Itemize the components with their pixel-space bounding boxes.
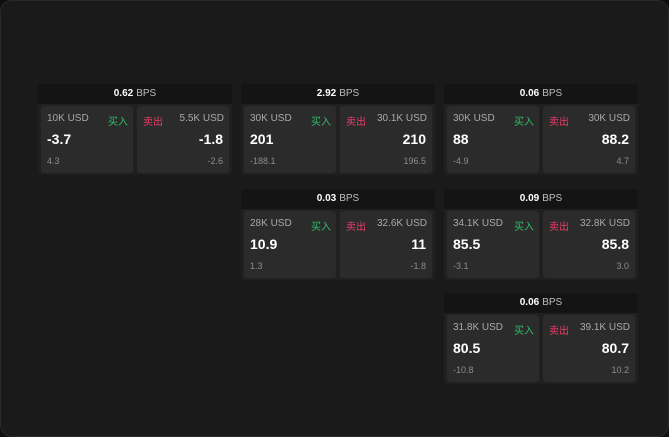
bid-size: 31.8K USD <box>453 322 504 333</box>
spread-unit: BPS <box>339 88 360 99</box>
spread-header: 0.62 BPS <box>38 84 232 104</box>
spread-unit: BPS <box>542 88 563 99</box>
bid-change: 4.3 <box>47 156 60 166</box>
spread-header: 0.09 BPS <box>444 189 638 209</box>
sell-label: 卖出 <box>346 117 366 128</box>
quote-card: 0.09 BPS 34.1K USD 买入 85.5 -3.1 卖出 32.8K US… <box>444 189 638 280</box>
spread-header: 0.06 BPS <box>444 293 638 313</box>
bid-price: 85.5 <box>453 236 481 252</box>
spread-unit: BPS <box>542 193 563 204</box>
ask-change: -2.6 <box>207 156 223 166</box>
buy-button[interactable]: 31.8K USD 买入 80.5 -10.8 <box>447 315 539 382</box>
spread-value: 2.92 <box>316 88 337 99</box>
sell-label: 卖出 <box>143 117 163 128</box>
sell-label: 卖出 <box>346 222 366 233</box>
ask-price: 11 <box>411 236 426 252</box>
buy-button[interactable]: 30K USD 买入 88 -4.9 <box>447 106 539 173</box>
ask-change: 196.5 <box>403 156 426 166</box>
bid-price: -3.7 <box>47 131 72 147</box>
quote-card: 0.06 BPS 30K USD 买入 88 -4.9 卖出 30K USD 88.2… <box>444 84 638 175</box>
buy-label: 买入 <box>311 222 331 233</box>
bid-price: 10.9 <box>250 236 278 252</box>
ask-price: 88.2 <box>601 131 629 147</box>
spread-value: 0.09 <box>519 193 540 204</box>
bid-price: 201 <box>250 131 274 147</box>
spread-header: 0.03 BPS <box>241 189 435 209</box>
sell-button[interactable]: 卖出 30K USD 88.2 4.7 <box>543 106 635 173</box>
spread-unit: BPS <box>136 88 157 99</box>
ask-price: -1.8 <box>198 131 223 147</box>
sell-label: 卖出 <box>549 326 569 337</box>
buy-label: 买入 <box>311 117 331 128</box>
spread-value: 0.62 <box>113 88 134 99</box>
sell-button[interactable]: 卖出 5.5K USD -1.8 -2.6 <box>137 106 229 173</box>
sell-label: 卖出 <box>549 222 569 233</box>
sell-button[interactable]: 卖出 39.1K USD 80.7 10.2 <box>543 315 635 382</box>
bid-size: 10K USD <box>47 113 89 124</box>
buy-label: 买入 <box>108 117 128 128</box>
ask-price: 210 <box>402 131 426 147</box>
ask-size: 39.1K USD <box>579 322 630 333</box>
ask-size: 30.1K USD <box>376 113 427 124</box>
spread-header: 2.92 BPS <box>241 84 435 104</box>
bid-size: 34.1K USD <box>453 218 504 229</box>
quote-card: 0.62 BPS 10K USD 买入 -3.7 4.3 卖出 5.5K USD -1… <box>38 84 232 175</box>
buy-button[interactable]: 28K USD 买入 10.9 1.3 <box>244 211 336 278</box>
bid-change: -188.1 <box>250 156 276 166</box>
spread-unit: BPS <box>542 297 563 308</box>
spread-value: 0.06 <box>519 88 540 99</box>
ask-change: 4.7 <box>616 156 629 166</box>
quote-card: 0.03 BPS 28K USD 买入 10.9 1.3 卖出 32.6K USD 1… <box>241 189 435 280</box>
quote-card: 2.92 BPS 30K USD 买入 201 -188.1 卖出 30.1K USD… <box>241 84 435 175</box>
bid-size: 30K USD <box>453 113 495 124</box>
buy-button[interactable]: 10K USD 买入 -3.7 4.3 <box>41 106 133 173</box>
buy-label: 买入 <box>514 117 534 128</box>
bid-size: 30K USD <box>250 113 292 124</box>
buy-button[interactable]: 34.1K USD 买入 85.5 -3.1 <box>447 211 539 278</box>
bid-change: 1.3 <box>250 261 263 271</box>
buy-label: 买入 <box>514 326 534 337</box>
ask-change: -1.8 <box>410 261 426 271</box>
bid-change: -4.9 <box>453 156 469 166</box>
sell-button[interactable]: 卖出 32.6K USD 11 -1.8 <box>340 211 432 278</box>
ask-price: 85.8 <box>601 236 629 252</box>
bid-change: -3.1 <box>453 261 469 271</box>
sell-label: 卖出 <box>549 117 569 128</box>
spread-value: 0.06 <box>519 297 540 308</box>
buy-button[interactable]: 30K USD 买入 201 -188.1 <box>244 106 336 173</box>
ask-change: 3.0 <box>616 261 629 271</box>
spread-header: 0.06 BPS <box>444 84 638 104</box>
ask-change: 10.2 <box>611 365 629 375</box>
buy-label: 买入 <box>514 222 534 233</box>
sell-button[interactable]: 卖出 32.8K USD 85.8 3.0 <box>543 211 635 278</box>
ask-size: 32.8K USD <box>579 218 630 229</box>
ask-size: 30K USD <box>588 113 630 124</box>
bid-change: -10.8 <box>453 365 474 375</box>
bid-price: 88 <box>453 131 469 147</box>
sell-button[interactable]: 卖出 30.1K USD 210 196.5 <box>340 106 432 173</box>
ask-price: 80.7 <box>601 340 629 356</box>
bid-size: 28K USD <box>250 218 292 229</box>
ask-size: 32.6K USD <box>376 218 427 229</box>
ask-size: 5.5K USD <box>179 113 224 124</box>
spread-value: 0.03 <box>316 193 337 204</box>
spread-unit: BPS <box>339 193 360 204</box>
bid-price: 80.5 <box>453 340 481 356</box>
quote-card: 0.06 BPS 31.8K USD 买入 80.5 -10.8 卖出 39.1K U… <box>444 293 638 384</box>
